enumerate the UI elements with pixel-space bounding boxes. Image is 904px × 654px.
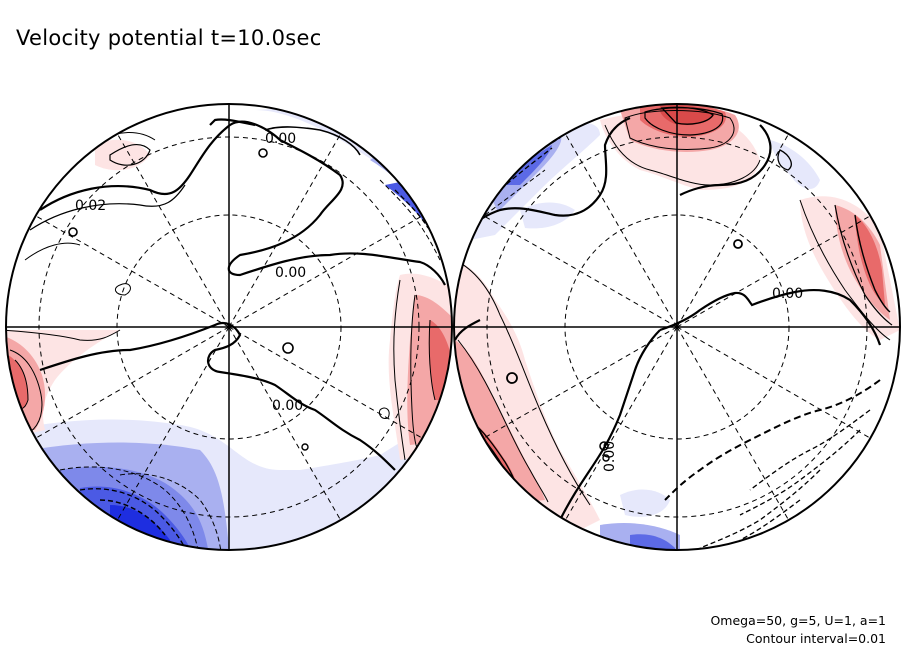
right-hemisphere: 0.00 0.00 bbox=[453, 103, 901, 551]
contour-label: 0.00 bbox=[772, 286, 803, 302]
contour-label: 0.00 bbox=[275, 265, 306, 281]
contour-label: 0.00 bbox=[272, 398, 303, 414]
contour-label: 0.00 bbox=[265, 131, 296, 147]
figure-title: Velocity potential t=10.0sec bbox=[16, 26, 322, 50]
contour-interval-caption: Contour interval=0.01 bbox=[746, 631, 886, 646]
contour-label: 0.02 bbox=[75, 198, 106, 214]
left-hemisphere: 0.02 0.00 0.00 0.00 bbox=[5, 103, 453, 551]
contour-label: 0.00 bbox=[602, 441, 618, 472]
right-contours bbox=[454, 106, 893, 549]
parameters-caption: Omega=50, g=5, U=1, a=1 bbox=[710, 613, 886, 628]
